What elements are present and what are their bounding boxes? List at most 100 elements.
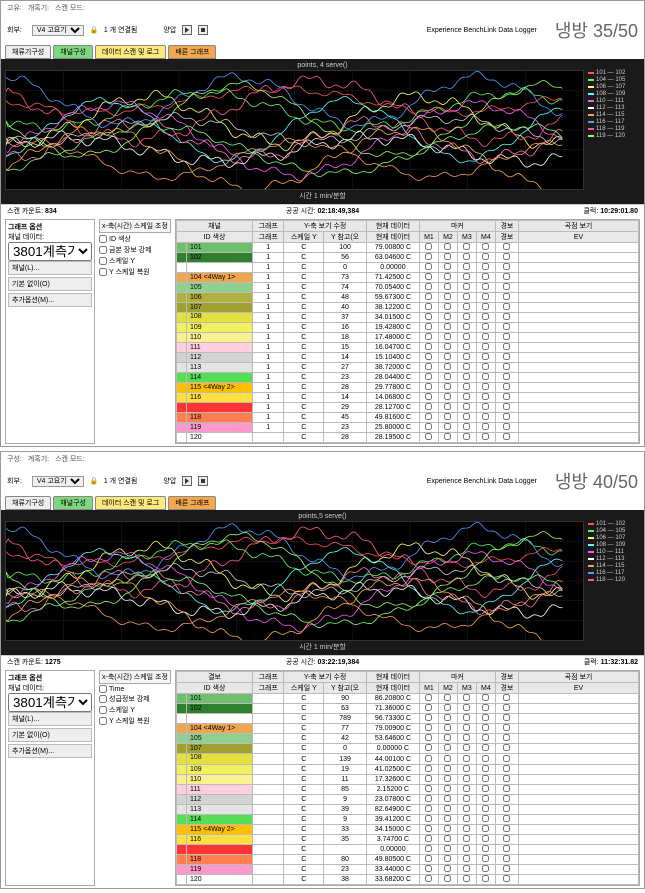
alarm-checkbox[interactable] bbox=[503, 253, 510, 260]
marker-checkbox[interactable] bbox=[425, 363, 432, 370]
marker-checkbox[interactable] bbox=[425, 785, 432, 792]
leftpanel-btn-0[interactable]: 채널(L)... bbox=[8, 261, 92, 275]
alarm-checkbox[interactable] bbox=[503, 413, 510, 420]
marker-checkbox[interactable] bbox=[444, 383, 451, 390]
marker-checkbox[interactable] bbox=[463, 263, 470, 270]
marker-checkbox[interactable] bbox=[482, 333, 489, 340]
marker-checkbox[interactable] bbox=[444, 835, 451, 842]
alarm-checkbox[interactable] bbox=[503, 815, 510, 822]
table-row[interactable]: 120 C2828.19500 C bbox=[177, 433, 639, 443]
marker-checkbox[interactable] bbox=[425, 845, 432, 852]
alarm-checkbox[interactable] bbox=[503, 755, 510, 762]
marker-checkbox[interactable] bbox=[463, 815, 470, 822]
marker-checkbox[interactable] bbox=[463, 433, 470, 440]
side-checkbox-0[interactable] bbox=[99, 235, 107, 243]
marker-checkbox[interactable] bbox=[425, 724, 432, 731]
marker-checkbox[interactable] bbox=[425, 293, 432, 300]
alarm-checkbox[interactable] bbox=[503, 423, 510, 430]
alarm-checkbox[interactable] bbox=[503, 825, 510, 832]
alarm-checkbox[interactable] bbox=[503, 403, 510, 410]
instrument-select[interactable]: 3801계측기 (INSTR 201) bbox=[8, 242, 92, 261]
marker-checkbox[interactable] bbox=[463, 734, 470, 741]
marker-checkbox[interactable] bbox=[482, 343, 489, 350]
table-row[interactable]: 119 C2333.44000 C bbox=[177, 864, 639, 874]
table-row[interactable]: 119 1C2325.80000 C bbox=[177, 423, 639, 433]
alarm-checkbox[interactable] bbox=[503, 373, 510, 380]
marker-checkbox[interactable] bbox=[482, 714, 489, 721]
table-row[interactable]: C0.00000 bbox=[177, 844, 639, 854]
marker-checkbox[interactable] bbox=[463, 805, 470, 812]
leftpanel-btn-0[interactable]: 채널(L)... bbox=[8, 712, 92, 726]
marker-checkbox[interactable] bbox=[444, 253, 451, 260]
marker-checkbox[interactable] bbox=[482, 393, 489, 400]
marker-checkbox[interactable] bbox=[463, 413, 470, 420]
chart-area-0[interactable] bbox=[5, 70, 584, 190]
marker-checkbox[interactable] bbox=[463, 865, 470, 872]
table-row[interactable]: 118 C8049.80500 C bbox=[177, 854, 639, 864]
marker-checkbox[interactable] bbox=[444, 865, 451, 872]
marker-checkbox[interactable] bbox=[444, 283, 451, 290]
marker-checkbox[interactable] bbox=[425, 825, 432, 832]
marker-checkbox[interactable] bbox=[463, 303, 470, 310]
table-row[interactable]: 111 1C1516.04700 C bbox=[177, 343, 639, 353]
side-checkbox-2[interactable] bbox=[99, 706, 107, 714]
table-row[interactable]: 112 1C1415.10400 C bbox=[177, 353, 639, 363]
marker-checkbox[interactable] bbox=[444, 423, 451, 430]
marker-checkbox[interactable] bbox=[425, 413, 432, 420]
marker-checkbox[interactable] bbox=[482, 413, 489, 420]
table-row[interactable]: 1C2928.12700 C bbox=[177, 403, 639, 413]
play-button[interactable] bbox=[182, 476, 192, 486]
alarm-checkbox[interactable] bbox=[503, 845, 510, 852]
marker-checkbox[interactable] bbox=[444, 293, 451, 300]
marker-checkbox[interactable] bbox=[444, 724, 451, 731]
marker-checkbox[interactable] bbox=[444, 815, 451, 822]
alarm-checkbox[interactable] bbox=[503, 263, 510, 270]
marker-checkbox[interactable] bbox=[482, 795, 489, 802]
marker-checkbox[interactable] bbox=[463, 373, 470, 380]
alarm-checkbox[interactable] bbox=[503, 714, 510, 721]
marker-checkbox[interactable] bbox=[482, 694, 489, 701]
marker-checkbox[interactable] bbox=[482, 755, 489, 762]
marker-checkbox[interactable] bbox=[444, 313, 451, 320]
marker-checkbox[interactable] bbox=[444, 243, 451, 250]
table-row[interactable]: 113 1C2738.72000 C bbox=[177, 363, 639, 373]
marker-checkbox[interactable] bbox=[482, 805, 489, 812]
marker-checkbox[interactable] bbox=[463, 785, 470, 792]
stop-button[interactable] bbox=[198, 25, 208, 35]
marker-checkbox[interactable] bbox=[482, 433, 489, 440]
table-row[interactable]: 108 C13944.00100 C bbox=[177, 754, 639, 764]
alarm-checkbox[interactable] bbox=[503, 855, 510, 862]
table-row[interactable]: C78996.73300 C bbox=[177, 714, 639, 724]
side-checkbox-3[interactable] bbox=[99, 717, 107, 725]
marker-checkbox[interactable] bbox=[425, 835, 432, 842]
leftpanel-btn-2[interactable]: 추가옵션(M)... bbox=[8, 293, 92, 307]
marker-checkbox[interactable] bbox=[482, 704, 489, 711]
alarm-checkbox[interactable] bbox=[503, 353, 510, 360]
marker-checkbox[interactable] bbox=[463, 353, 470, 360]
tab-0[interactable]: 채류기구성 bbox=[5, 45, 51, 59]
side-checkbox-1[interactable] bbox=[99, 246, 107, 254]
table-row[interactable]: 109 C1941.02500 C bbox=[177, 764, 639, 774]
side-checkbox-3[interactable] bbox=[99, 268, 107, 276]
alarm-checkbox[interactable] bbox=[503, 865, 510, 872]
alarm-checkbox[interactable] bbox=[503, 323, 510, 330]
marker-checkbox[interactable] bbox=[425, 343, 432, 350]
table-row[interactable]: 104 <4Way 1>C7779.00900 C bbox=[177, 724, 639, 734]
alarm-checkbox[interactable] bbox=[503, 243, 510, 250]
marker-checkbox[interactable] bbox=[444, 393, 451, 400]
marker-checkbox[interactable] bbox=[482, 383, 489, 390]
table-row[interactable]: 112 C923.07800 C bbox=[177, 794, 639, 804]
alarm-checkbox[interactable] bbox=[503, 303, 510, 310]
marker-checkbox[interactable] bbox=[482, 273, 489, 280]
instrument-select[interactable]: 3801계측기 (INSTR 201) bbox=[8, 693, 92, 712]
marker-checkbox[interactable] bbox=[463, 403, 470, 410]
marker-checkbox[interactable] bbox=[425, 704, 432, 711]
table-row[interactable]: 120 C3833.68200 C bbox=[177, 874, 639, 884]
marker-checkbox[interactable] bbox=[463, 825, 470, 832]
alarm-checkbox[interactable] bbox=[503, 875, 510, 882]
table-row[interactable]: 115 <4Way 2>C3334.15000 C bbox=[177, 824, 639, 834]
alarm-checkbox[interactable] bbox=[503, 333, 510, 340]
marker-checkbox[interactable] bbox=[463, 765, 470, 772]
marker-checkbox[interactable] bbox=[482, 253, 489, 260]
marker-checkbox[interactable] bbox=[425, 694, 432, 701]
